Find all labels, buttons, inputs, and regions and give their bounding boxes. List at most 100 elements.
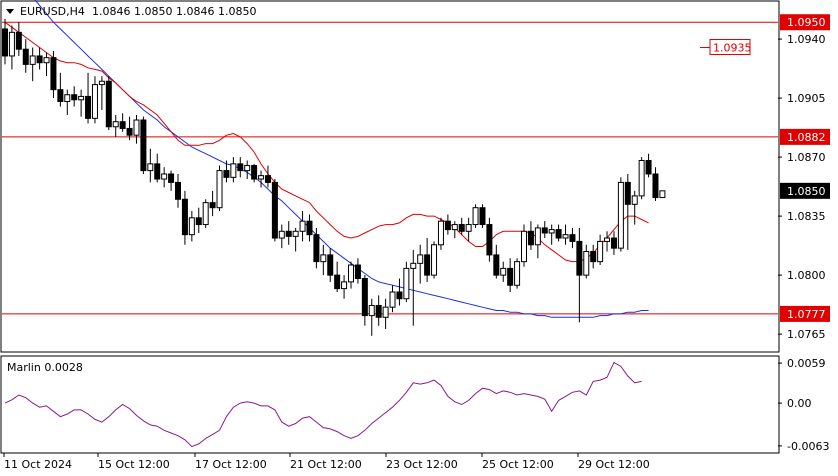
candle-body-bear: [334, 274, 341, 290]
candle: [583, 244, 590, 279]
fast-ma-line: [4, 21, 649, 263]
candle-body-bear: [444, 220, 451, 231]
candle: [78, 89, 85, 117]
candle-body-bull: [451, 224, 458, 231]
candle-body-bull: [202, 202, 209, 226]
candle-body-bear: [396, 291, 403, 300]
candle: [500, 261, 507, 282]
candle: [659, 190, 666, 199]
candle-body-bear: [181, 198, 188, 236]
candle: [451, 221, 458, 239]
candle-body-bear: [486, 224, 493, 256]
price-axis: 1.0940 1.0905 1.0870 1.0835 1.0800 1.0765: [778, 33, 826, 341]
candle: [472, 204, 479, 228]
time-tick-label-1: 15 Oct 12:00: [98, 458, 170, 471]
candle-body-bear: [375, 304, 382, 318]
candle-body-bear: [105, 80, 112, 128]
candle: [264, 165, 271, 188]
candle-body-bear: [361, 278, 368, 317]
candle: [486, 217, 493, 262]
candle-body-bull: [8, 31, 15, 57]
candle-body-bear: [264, 175, 271, 183]
candle: [306, 214, 313, 242]
price-tick-label-2: 1.0870: [787, 151, 826, 164]
candle: [417, 244, 424, 284]
chart-ohlc: 1.0846 1.0850 1.0846 1.0850: [92, 5, 256, 18]
candle: [327, 248, 334, 282]
candle: [154, 153, 161, 183]
candle: [389, 285, 396, 313]
candle-body-bull: [64, 94, 71, 102]
candle: [105, 76, 112, 131]
candle-body-bull: [638, 159, 645, 197]
candle-body-bull: [534, 227, 541, 246]
candle: [548, 224, 555, 245]
candle: [375, 295, 382, 326]
candle-body-bull: [112, 121, 119, 128]
candle: [597, 234, 604, 266]
candle-body-bull: [78, 95, 85, 101]
marlin-oscillator: [4, 361, 642, 448]
candle: [188, 211, 195, 242]
candle-body-bull: [29, 55, 36, 65]
candle-body-bull: [604, 237, 611, 242]
candle: [569, 227, 576, 249]
price-tick-label-0: 1.0940: [787, 33, 826, 46]
candle-body-bear: [645, 159, 652, 175]
time-tick-label-0: 11 Oct 2024: [4, 458, 72, 471]
candle-body-bear: [22, 48, 29, 65]
candle: [15, 22, 22, 56]
candle: [43, 52, 50, 77]
candle: [251, 163, 258, 183]
time-tick-label-2: 17 Oct 12:00: [195, 458, 267, 471]
candle: [534, 224, 541, 259]
horizontal-levels: [2, 21, 778, 315]
candle-body-bear: [209, 202, 216, 209]
candle: [652, 167, 659, 201]
candle: [202, 199, 209, 228]
candle-body-bear: [195, 217, 202, 226]
candle: [2, 18, 8, 65]
candle: [57, 72, 64, 107]
candle-body-bear: [555, 229, 562, 239]
candle: [410, 249, 417, 326]
candle-body-bull: [244, 165, 251, 172]
candle: [458, 217, 465, 235]
osc-tick-label-2: -0.0063: [787, 440, 829, 453]
candle-body-bear: [313, 234, 320, 263]
candle-body-bull: [147, 163, 154, 172]
candle: [354, 258, 361, 284]
candle: [541, 221, 548, 239]
osc-tick-label-1: 0.00: [787, 397, 812, 410]
candle: [8, 25, 15, 70]
candle-body-bull: [216, 170, 223, 209]
indicator-label: Marlin 0.0028: [7, 361, 83, 374]
candle-body-bear: [2, 28, 8, 57]
candle: [258, 170, 265, 188]
target-price-box[interactable]: [709, 39, 751, 56]
candle-body-bear: [458, 224, 465, 232]
candle: [521, 224, 527, 267]
candle-body-bull: [43, 57, 50, 64]
level-price-label-0: 1.0950: [787, 16, 826, 29]
candle: [576, 227, 583, 323]
candle-body-bear: [527, 230, 534, 246]
candle-body-bull: [133, 119, 140, 136]
candle-body-bull: [431, 244, 438, 276]
candle-body-bear: [85, 95, 92, 119]
candle-body-bear: [569, 234, 576, 242]
candle-body-bear: [237, 163, 244, 172]
candle: [36, 47, 43, 70]
candle-body-bear: [576, 240, 583, 276]
candle-body-bull: [299, 220, 306, 232]
candle: [437, 217, 444, 250]
candle-body-bear: [507, 267, 514, 286]
candle: [112, 114, 119, 137]
candle-body-bear: [223, 170, 230, 178]
candle-body-bear: [424, 254, 431, 276]
candle: [285, 221, 292, 245]
dropdown-triangle-icon[interactable]: [6, 9, 14, 14]
candle-body-bull: [548, 229, 555, 234]
candle: [299, 211, 306, 242]
